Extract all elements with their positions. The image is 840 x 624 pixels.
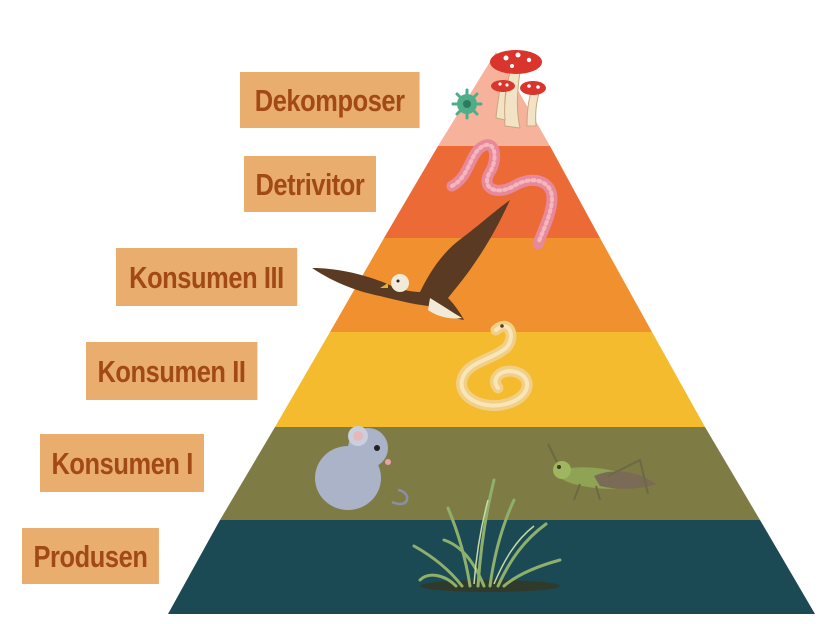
- mouse-icon: [315, 426, 409, 510]
- earthworm-icon: [446, 139, 558, 250]
- level-band-dekomposer: [438, 52, 550, 146]
- level-band-konsumen-3: [330, 238, 652, 332]
- level-label-konsumen-1: Konsumen I: [40, 434, 205, 492]
- level-label-detrivitor: Detrivitor: [244, 156, 376, 212]
- level-label-dekomposer: Dekomposer: [240, 72, 420, 128]
- eagle-icon: [312, 200, 510, 320]
- level-label-konsumen-2: Konsumen II: [86, 342, 257, 400]
- level-band-produsen: [168, 520, 815, 614]
- bacteria-icon: [451, 88, 483, 120]
- level-label-produsen: Produsen: [22, 528, 159, 584]
- level-band-konsumen-2: [275, 332, 705, 427]
- mushroom-icon: [490, 50, 546, 129]
- level-band-konsumen-1: [220, 427, 760, 520]
- grass-icon: [412, 478, 562, 592]
- grasshopper-icon: [547, 443, 656, 501]
- snake-icon: [456, 320, 533, 411]
- level-label-konsumen-3: Konsumen III: [116, 248, 297, 306]
